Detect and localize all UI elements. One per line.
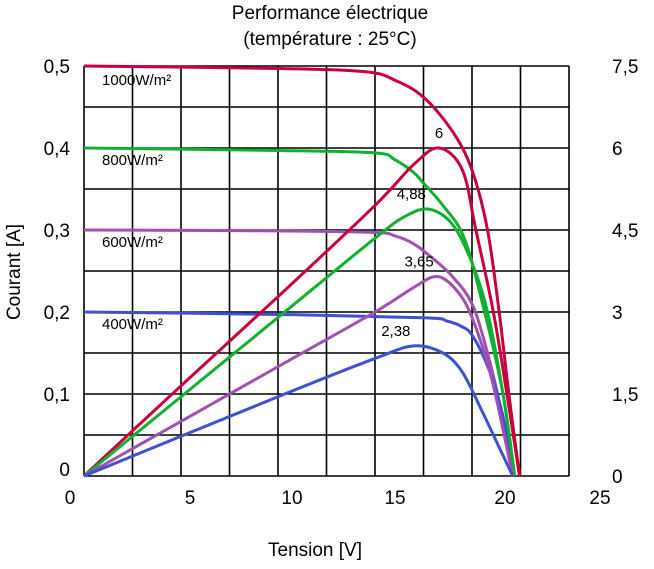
curves <box>82 64 522 478</box>
x-axis-label: Tension [V] <box>268 540 362 561</box>
current-curve <box>83 64 522 477</box>
chart-title: Performance électrique <box>232 3 428 24</box>
power-curve <box>82 146 522 478</box>
current-curve <box>83 310 515 477</box>
irradiance-label: 1000W/m² <box>102 72 171 89</box>
x-tick-label: 25 <box>589 488 610 509</box>
peak-label: 6 <box>435 125 443 142</box>
y-tick-label: 0,2 <box>44 303 70 324</box>
x-tick-label: 15 <box>384 488 405 509</box>
peak-label: 4,88 <box>397 186 426 203</box>
y2-tick-label: 6 <box>612 139 623 160</box>
y-axis-label: Courant [A] <box>4 224 25 320</box>
current-curve <box>83 228 515 477</box>
irradiance-label: 600W/m² <box>102 234 163 251</box>
labels: 0 5 10 15 20 2500,10,20,30,40,501,534,567,564… <box>44 57 639 509</box>
y-tick-label: 0,1 <box>44 385 70 406</box>
y2-tick-label: 3 <box>612 303 623 324</box>
power-curve <box>83 207 517 478</box>
peak-label: 2,38 <box>381 323 410 340</box>
irradiance-label: 400W/m² <box>102 316 163 333</box>
x-tick-label: 10 <box>281 488 302 509</box>
y-tick-label: 0 <box>59 460 70 481</box>
x-tick-label: 5 <box>185 488 196 509</box>
y2-tick-label: 7,5 <box>612 57 638 78</box>
y-tick-label: 0,5 <box>44 57 70 78</box>
chart-subtitle: (température : 25°C) <box>243 29 416 50</box>
y2-tick-label: 4,5 <box>612 221 638 242</box>
power-curve <box>83 274 515 478</box>
y-tick-label: 0,3 <box>44 221 70 242</box>
x-tick-label: 0 <box>65 488 76 509</box>
y-tick-label: 0,4 <box>44 139 71 160</box>
y2-tick-label: 0 <box>612 467 623 488</box>
current-curve <box>83 146 517 477</box>
grid <box>83 65 570 477</box>
y2-tick-label: 1,5 <box>612 385 638 406</box>
x-tick-label: 20 <box>494 488 515 509</box>
irradiance-label: 800W/m² <box>102 152 163 169</box>
power-curve <box>83 344 515 478</box>
peak-label: 3,65 <box>404 253 433 270</box>
